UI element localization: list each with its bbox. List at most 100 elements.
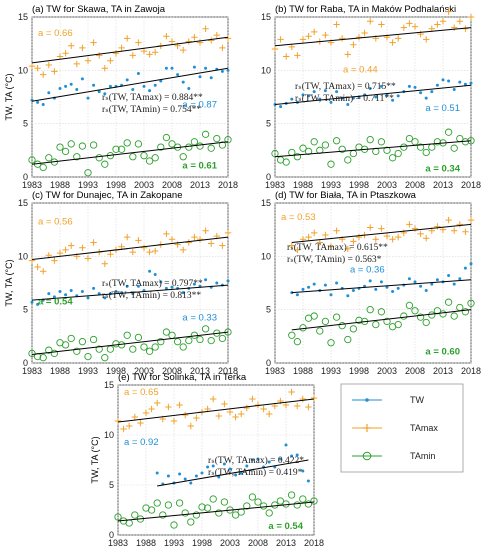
data-point-tamin	[151, 343, 159, 351]
data-point-tamin	[147, 506, 156, 514]
x-tick-label: 2003	[134, 180, 154, 190]
data-point-tamax	[311, 229, 318, 237]
data-point-tw	[374, 287, 378, 291]
data-point-tamax	[202, 227, 209, 234]
data-point-tamin	[293, 501, 301, 509]
data-point-tw	[301, 287, 305, 291]
data-point-tamin	[95, 154, 103, 162]
data-point-tamin	[198, 503, 206, 511]
x-tick-label: 2013	[190, 180, 210, 190]
y-tick-label: 5	[23, 119, 28, 129]
x-tick-label: 2013	[190, 366, 210, 376]
data-point-tamax	[451, 227, 458, 234]
data-point-tw	[463, 82, 467, 86]
data-point-tw	[215, 281, 219, 285]
trend-line-tw	[157, 459, 309, 487]
plot-area	[31, 16, 229, 178]
trend-line-tamax	[117, 398, 315, 423]
data-point-tamax	[339, 35, 346, 42]
data-point-tamax	[283, 53, 290, 60]
series-tamin	[114, 491, 318, 529]
slope-label-tamax: a = 0.44	[343, 64, 378, 75]
data-point-tamax	[260, 405, 267, 413]
data-point-tw	[164, 66, 168, 70]
data-point-tamax	[213, 31, 220, 39]
trend-line-tamin	[31, 331, 229, 355]
data-point-tw	[396, 94, 400, 98]
data-point-tamin	[400, 312, 408, 320]
data-point-tw	[452, 282, 456, 286]
data-point-tamax	[168, 236, 176, 243]
data-point-tw	[125, 78, 129, 82]
data-point-tamax	[107, 251, 114, 258]
data-point-tamax	[355, 233, 363, 241]
data-point-tamin	[422, 318, 430, 327]
y-tick-label: 10	[18, 251, 28, 261]
data-point-tamin	[67, 334, 75, 343]
data-point-tamin	[157, 338, 165, 346]
data-point-tamin	[276, 497, 285, 505]
x-tick-label: 2013	[433, 180, 453, 190]
data-point-tamin	[162, 328, 171, 336]
data-point-tamin	[45, 154, 53, 162]
data-point-tamax	[445, 216, 452, 224]
data-point-tamin	[444, 128, 453, 136]
legend-entry-tw: TW	[352, 395, 424, 405]
data-point-tamin	[179, 153, 187, 161]
data-point-tamax	[305, 33, 312, 40]
panel-a: (a) TW for Skawa, TA in Zawoja 1983 1988 19…	[4, 4, 238, 190]
slope-label-tamin: a = 0.61	[182, 160, 217, 171]
data-point-tamin	[310, 497, 318, 505]
correlation-label: rₛ(TW, TAmin) = 0.419*	[208, 467, 303, 478]
y-tick-label: 15	[104, 380, 114, 390]
data-point-tamax	[305, 233, 312, 241]
data-point-tamax	[445, 8, 452, 15]
data-point-tamin	[159, 511, 167, 519]
data-point-tamax	[350, 41, 357, 48]
data-point-tw	[86, 96, 90, 100]
x-tick-label: 1983	[22, 366, 42, 376]
data-point-tamin	[383, 317, 391, 326]
data-point-tamax	[191, 34, 198, 41]
data-point-tamax	[333, 227, 340, 234]
data-point-tw	[181, 80, 185, 84]
data-point-tamax	[154, 399, 161, 407]
data-point-tamin	[50, 349, 59, 358]
y-tick-label: 10	[261, 251, 271, 261]
series-tw	[155, 443, 310, 486]
x-tick-label: 2018	[304, 538, 324, 548]
data-point-tamax	[191, 233, 198, 241]
x-tick-label: 1993	[78, 180, 98, 190]
series-tamin	[288, 298, 475, 347]
data-point-tw	[452, 88, 456, 92]
data-point-tamin	[349, 325, 358, 333]
data-point-tw	[458, 80, 462, 84]
trend-line-tamin	[31, 141, 229, 165]
data-point-tamin	[388, 154, 397, 162]
data-point-tamin	[179, 343, 187, 351]
data-point-tamin	[28, 156, 36, 164]
data-point-tamax	[456, 18, 463, 25]
data-point-tamax	[135, 39, 142, 46]
data-point-tamax	[176, 401, 183, 409]
data-point-tw	[211, 464, 215, 468]
data-point-tamin	[39, 163, 47, 172]
x-tick-label: 1983	[265, 180, 285, 190]
data-point-tamax	[411, 225, 419, 232]
data-point-tamin	[129, 153, 137, 161]
correlation-label: rₛ(TW, TAmin) = 0.563*	[287, 254, 382, 265]
data-point-tamin	[444, 298, 453, 306]
y-tick-label: 10	[261, 65, 271, 75]
data-point-tamax	[112, 50, 120, 57]
data-point-tw	[131, 88, 135, 92]
data-point-tamax	[79, 244, 86, 251]
data-point-tw	[329, 293, 333, 297]
data-point-tw	[385, 285, 389, 289]
data-point-tamax	[140, 244, 148, 251]
data-point-tamin	[293, 153, 302, 161]
data-point-tamax	[142, 409, 150, 417]
panel-title: (a) TW for Skawa, TA in Zawoja	[32, 4, 166, 15]
data-point-tw	[30, 300, 34, 304]
data-point-tamin	[67, 140, 75, 148]
x-tick-label: 2013	[433, 366, 453, 376]
